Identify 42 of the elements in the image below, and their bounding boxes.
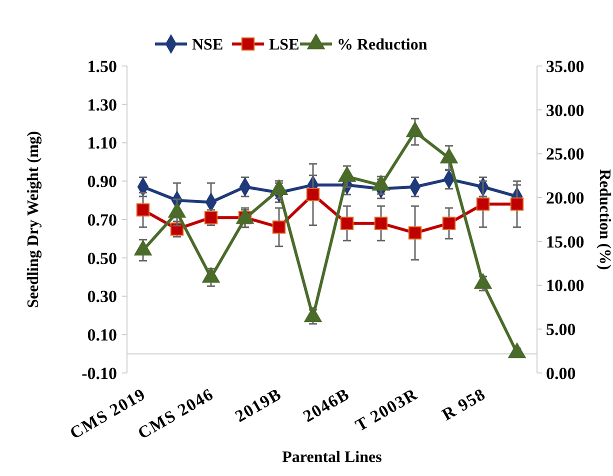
y2-tick-label: 10.00 xyxy=(546,276,584,296)
y2-axis-title: Reduction (%) xyxy=(596,169,613,270)
point xyxy=(338,166,356,182)
legend-label: % Reduction xyxy=(337,36,428,54)
point xyxy=(202,267,220,283)
point xyxy=(474,273,492,289)
point xyxy=(306,188,320,202)
point xyxy=(136,203,150,217)
point xyxy=(408,226,422,240)
point xyxy=(406,122,424,138)
y2-tick-label: 5.00 xyxy=(546,320,576,340)
point xyxy=(272,220,286,234)
legend-label: LSE xyxy=(269,36,300,54)
y-tick-label: 0.10 xyxy=(87,326,117,345)
y-tick-label: 0.90 xyxy=(87,172,117,192)
y-axis-title: Seedling Dry Weight (mg) xyxy=(25,130,42,308)
x-tick-label: R 958 xyxy=(438,384,489,424)
y-tick-label: 1.10 xyxy=(87,134,117,153)
point xyxy=(374,216,388,230)
point xyxy=(442,216,456,230)
point xyxy=(476,198,490,211)
y2-tick-label: 0.00 xyxy=(546,364,576,383)
y2-tick-label: 20.00 xyxy=(546,188,584,208)
x-axis-title: Parental Lines xyxy=(282,449,382,466)
point xyxy=(168,202,186,218)
y-tick-label: -0.10 xyxy=(82,364,117,383)
point xyxy=(304,306,322,322)
point xyxy=(134,240,152,256)
y2-tick-label: 25.00 xyxy=(546,144,584,164)
y2-tick-label: 15.00 xyxy=(546,232,584,252)
y2-tick-label: 30.00 xyxy=(546,100,584,120)
y-tick-label: 0.70 xyxy=(87,210,117,230)
y-tick-label: 0.30 xyxy=(87,287,117,306)
y-tick-label: 1.50 xyxy=(87,56,117,76)
point xyxy=(340,216,354,230)
y-tick-label: 0.50 xyxy=(87,248,117,268)
legend-label: NSE xyxy=(192,36,224,54)
point xyxy=(440,148,458,164)
y2-tick-label: 35.00 xyxy=(546,56,584,76)
y-tick-label: 1.30 xyxy=(87,95,117,114)
point xyxy=(508,342,526,358)
point xyxy=(510,198,524,211)
